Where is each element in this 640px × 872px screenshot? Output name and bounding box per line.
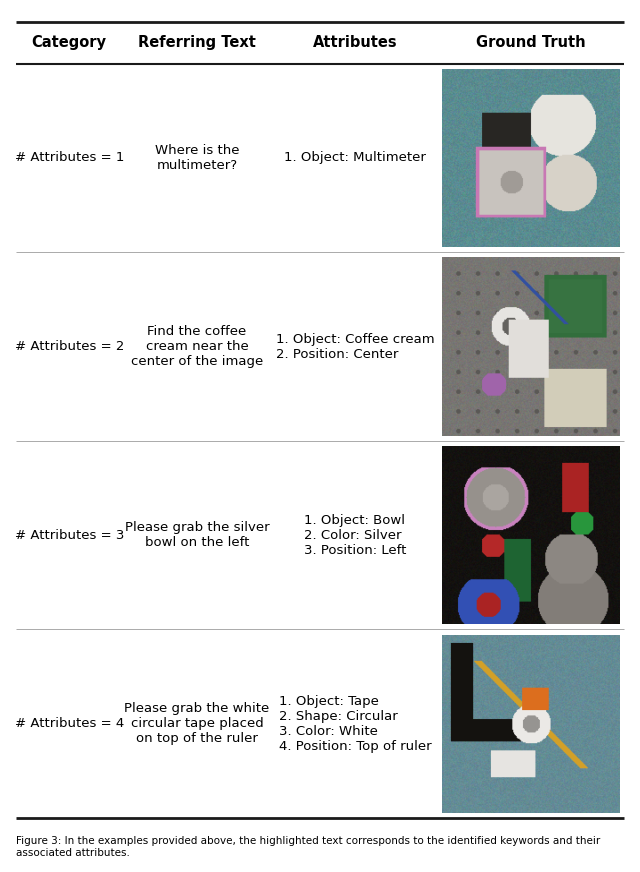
- Text: 1. Object: Multimeter: 1. Object: Multimeter: [284, 152, 426, 165]
- Text: Find the coffee
cream near the
center of the image: Find the coffee cream near the center of…: [131, 325, 263, 368]
- Text: Category: Category: [32, 35, 107, 51]
- Text: Figure 3: In the examples provided above, the highlighted text corresponds to th: Figure 3: In the examples provided above…: [16, 836, 600, 858]
- Text: # Attributes = 4: # Attributes = 4: [15, 717, 124, 730]
- Text: Where is the
multimeter?: Where is the multimeter?: [155, 144, 239, 172]
- Text: 1. Object: Tape
2. Shape: Circular
3. Color: White
4. Position: Top of ruler: 1. Object: Tape 2. Shape: Circular 3. Co…: [278, 695, 431, 753]
- Text: Attributes: Attributes: [313, 35, 397, 51]
- Text: Ground Truth: Ground Truth: [476, 35, 586, 51]
- Text: # Attributes = 2: # Attributes = 2: [15, 340, 124, 353]
- Text: Referring Text: Referring Text: [138, 35, 256, 51]
- Text: 1. Object: Bowl
2. Color: Silver
3. Position: Left: 1. Object: Bowl 2. Color: Silver 3. Posi…: [304, 514, 406, 556]
- Text: 1. Object: Coffee cream
2. Position: Center: 1. Object: Coffee cream 2. Position: Cen…: [276, 332, 435, 360]
- Text: Please grab the white
circular tape placed
on top of the ruler: Please grab the white circular tape plac…: [124, 702, 269, 746]
- Text: # Attributes = 3: # Attributes = 3: [15, 528, 124, 542]
- Text: # Attributes = 1: # Attributes = 1: [15, 152, 124, 165]
- Text: Please grab the silver
bowl on the left: Please grab the silver bowl on the left: [125, 521, 269, 549]
